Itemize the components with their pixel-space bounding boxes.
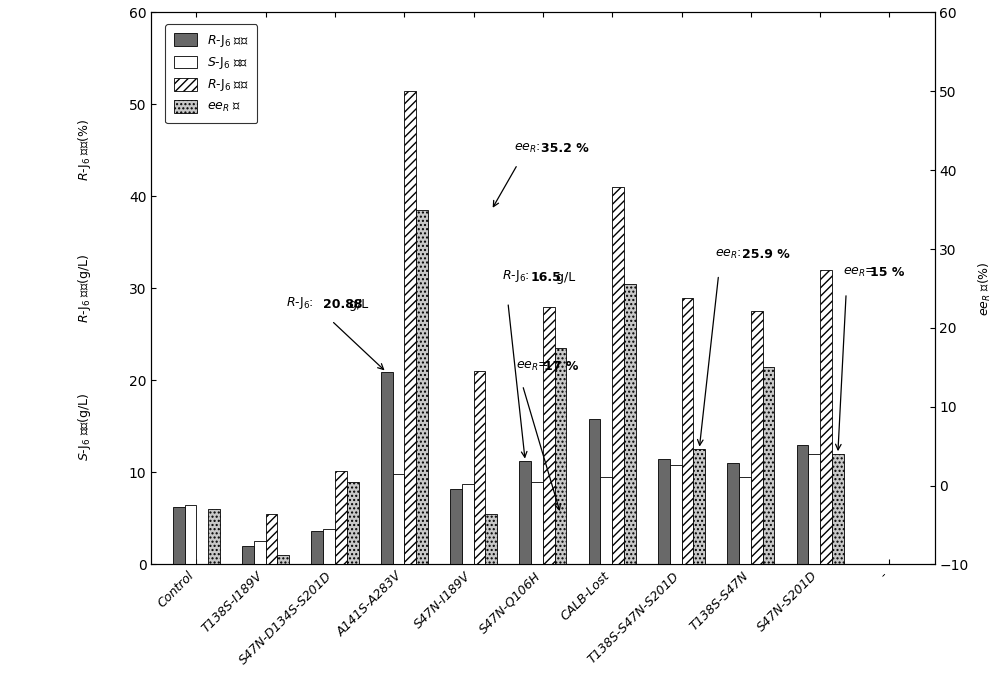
Bar (555, 348, 566, 564)
Bar (693, 450, 705, 564)
Bar (311, 531, 323, 564)
Text: $R$-J$_6$:: $R$-J$_6$: (286, 295, 320, 311)
Bar (185, 505, 196, 564)
Bar (254, 541, 266, 564)
Bar (739, 477, 751, 564)
Bar (808, 454, 820, 564)
Bar (797, 445, 808, 564)
Y-axis label: $ee_R$ 值(%): $ee_R$ 值(%) (977, 261, 993, 315)
Bar (462, 485, 474, 564)
Bar (600, 477, 612, 564)
Text: $R$-J$_6$ 产率(%): $R$-J$_6$ 产率(%) (76, 119, 93, 181)
Text: 15 %: 15 % (870, 266, 904, 279)
Bar (347, 482, 359, 564)
Bar (727, 463, 739, 564)
Text: $S$-J$_6$ 产量(g/L): $S$-J$_6$ 产量(g/L) (76, 392, 93, 460)
Bar (277, 555, 289, 564)
Bar (589, 419, 600, 564)
Text: $R$-J$_6$:: $R$-J$_6$: (502, 268, 535, 284)
Bar (474, 371, 485, 564)
Bar (485, 514, 497, 564)
Bar (323, 530, 335, 564)
Bar (531, 482, 543, 564)
Text: $ee_R$:: $ee_R$: (514, 142, 546, 155)
Bar (416, 210, 428, 564)
Text: $ee_R$=: $ee_R$= (843, 266, 876, 279)
Bar (404, 90, 416, 564)
Bar (335, 470, 347, 564)
Text: $R$-J$_6$ 产量(g/L): $R$-J$_6$ 产量(g/L) (76, 254, 93, 323)
Bar (381, 372, 393, 564)
Bar (832, 454, 844, 564)
Bar (519, 462, 531, 564)
Bar (612, 187, 624, 564)
Text: 35.2 %: 35.2 % (541, 142, 589, 155)
Text: g/L: g/L (345, 299, 369, 311)
Text: $ee_R$=: $ee_R$= (516, 360, 549, 373)
Bar (393, 474, 404, 564)
Bar (670, 465, 682, 564)
Bar (543, 307, 555, 564)
Text: g/L: g/L (552, 271, 576, 284)
Bar (763, 367, 774, 564)
Bar (820, 270, 832, 564)
Bar (658, 458, 670, 564)
Bar (751, 311, 763, 564)
Bar (450, 489, 462, 564)
Legend: $R$-J$_6$ 产量, $S$-J$_6$ 产量, $R$-J$_6$ 产率, $ee_R$ 值: $R$-J$_6$ 产量, $S$-J$_6$ 产量, $R$-J$_6$ 产率… (165, 24, 257, 123)
Text: 16.5: 16.5 (531, 271, 562, 284)
Text: $ee_R$:: $ee_R$: (715, 248, 747, 261)
Text: 25.9 %: 25.9 % (742, 248, 790, 261)
Text: 20.88: 20.88 (323, 299, 362, 311)
Text: 17 %: 17 % (544, 360, 578, 373)
Bar (624, 284, 636, 564)
Bar (208, 510, 220, 564)
Bar (173, 508, 185, 564)
Bar (266, 514, 277, 564)
Bar (242, 546, 254, 564)
Bar (682, 298, 693, 564)
